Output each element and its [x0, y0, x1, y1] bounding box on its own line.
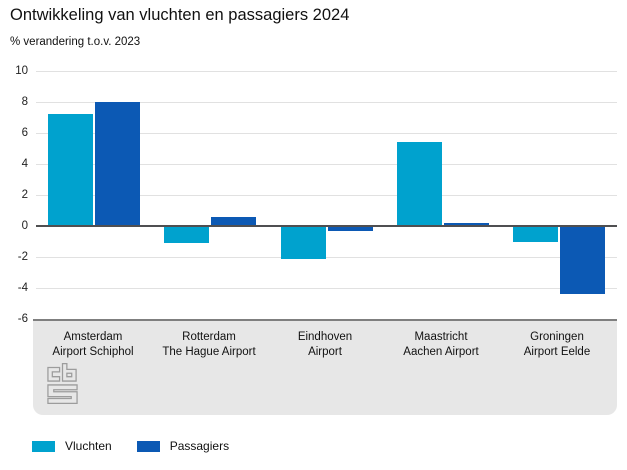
bar-vluchten — [48, 114, 94, 226]
bar-passagiers — [443, 222, 489, 226]
x-category-label: Groningen Airport Eelde — [523, 331, 591, 358]
y-tick-label: -2 — [17, 250, 28, 263]
gridline — [36, 195, 617, 196]
zero-line — [36, 225, 617, 227]
cbs-logo-s — [47, 384, 78, 405]
bar-vluchten — [512, 226, 558, 242]
y-tick-label: -4 — [17, 281, 28, 294]
bar-passagiers — [559, 226, 605, 295]
legend-item-vluchten: Vluchten — [32, 439, 112, 453]
chart-title: Ontwikkeling van vluchten en passagiers … — [10, 6, 350, 24]
y-axis: 10 8 6 4 2 0 -2 -4 -6 — [0, 65, 28, 325]
x-category-label: Maastricht Aachen Airport — [403, 331, 479, 358]
bar-vluchten — [280, 226, 326, 259]
x-category-label: Amsterdam Airport Schiphol — [52, 331, 134, 358]
legend-label-vluchten: Vluchten — [65, 439, 112, 453]
bar-vluchten — [164, 226, 210, 244]
x-category-label: Eindhoven Airport — [297, 331, 353, 358]
x-category-labels: Amsterdam Airport Schiphol Rotterdam The Ha… — [35, 330, 615, 360]
y-tick-label: 0 — [21, 219, 28, 232]
y-tick-label: 4 — [21, 157, 28, 170]
bar-passagiers — [327, 226, 373, 231]
gridline — [36, 257, 617, 258]
legend-swatch-passagiers — [136, 440, 160, 452]
gridline — [36, 71, 617, 72]
chart-subtitle: % verandering t.o.v. 2023 — [10, 36, 141, 48]
x-category-label: Rotterdam The Hague Airport — [162, 331, 256, 358]
gridline — [36, 102, 617, 103]
gridline — [36, 164, 617, 165]
bar-vluchten — [396, 142, 442, 226]
bar-passagiers — [211, 216, 257, 226]
legend-swatch-vluchten — [32, 440, 55, 452]
y-tick-label: 2 — [21, 188, 28, 201]
y-tick-label: 6 — [21, 126, 28, 139]
y-tick-label: -6 — [17, 312, 28, 325]
cbs-logo — [46, 361, 79, 410]
y-tick-label: 10 — [15, 64, 28, 77]
gridline — [36, 133, 617, 134]
gridline — [36, 288, 617, 289]
cbs-logo-b — [61, 362, 77, 382]
legend-item-passagiers: Passagiers — [136, 439, 230, 453]
legend: Vluchten Passagiers — [32, 439, 254, 453]
y-tick-label: 8 — [21, 95, 28, 108]
legend-label-passagiers: Passagiers — [169, 439, 230, 453]
cbs-logo-c — [47, 366, 61, 382]
x-axis-panel: Amsterdam Airport Schiphol Rotterdam The Ha… — [33, 319, 617, 415]
bar-passagiers — [95, 102, 141, 226]
plot-area — [36, 71, 617, 319]
